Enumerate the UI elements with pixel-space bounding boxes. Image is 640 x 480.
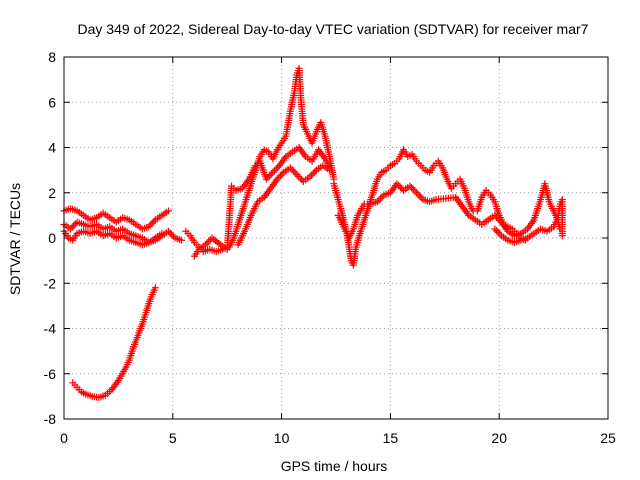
data-point bbox=[413, 189, 421, 197]
data-point bbox=[492, 213, 500, 221]
axis-ticks: 0 5 10 15 20 25 -8 -6 -4 -2 0 2 4 6 8 bbox=[44, 49, 616, 446]
data-point bbox=[293, 171, 301, 179]
data-point bbox=[492, 227, 500, 235]
data-point bbox=[264, 173, 272, 181]
y-tick-label: 8 bbox=[48, 49, 56, 65]
data-point bbox=[375, 196, 383, 204]
data-point bbox=[166, 229, 174, 237]
data-point bbox=[205, 237, 213, 245]
x-tick-label: 20 bbox=[491, 430, 507, 446]
y-tick-label: -8 bbox=[44, 411, 57, 427]
y-tick-label: -6 bbox=[44, 366, 57, 382]
data-point bbox=[378, 193, 386, 201]
data-point bbox=[68, 223, 76, 231]
data-point bbox=[146, 221, 154, 229]
data-point bbox=[272, 165, 280, 173]
plot-frame bbox=[63, 56, 609, 420]
data-point bbox=[273, 175, 281, 183]
data-point bbox=[169, 232, 177, 240]
data-point bbox=[148, 219, 156, 227]
x-tick-label: 15 bbox=[383, 430, 399, 446]
x-axis-label: GPS time / hours bbox=[281, 458, 388, 474]
data-point bbox=[408, 184, 416, 192]
data-point bbox=[288, 166, 296, 174]
y-tick-label: 2 bbox=[48, 185, 56, 201]
data-point bbox=[286, 164, 294, 172]
data-point bbox=[306, 173, 314, 181]
data-point bbox=[70, 222, 78, 230]
data-series bbox=[60, 64, 566, 402]
data-point bbox=[296, 174, 304, 182]
data-point bbox=[393, 180, 401, 188]
data-point bbox=[290, 167, 298, 175]
data-point bbox=[396, 183, 404, 191]
x-tick-label: 25 bbox=[600, 430, 616, 446]
data-point bbox=[491, 211, 499, 219]
data-point bbox=[558, 232, 566, 240]
data-point bbox=[151, 284, 159, 292]
data-point bbox=[373, 198, 381, 206]
data-point bbox=[164, 207, 172, 215]
data-point bbox=[294, 172, 302, 180]
data-point bbox=[417, 194, 425, 202]
data-point bbox=[269, 168, 277, 176]
x-tick-label: 0 bbox=[60, 430, 68, 446]
data-point bbox=[325, 166, 333, 174]
data-point bbox=[494, 215, 502, 223]
data-point bbox=[309, 170, 317, 178]
data-point bbox=[266, 172, 274, 180]
data-point bbox=[168, 231, 176, 239]
data-point bbox=[71, 220, 79, 228]
data-point bbox=[203, 239, 211, 247]
data-point bbox=[201, 241, 209, 249]
data-point bbox=[274, 163, 282, 171]
y-tick-label: -4 bbox=[44, 321, 57, 337]
y-tick-label: -2 bbox=[44, 275, 57, 291]
data-point bbox=[377, 194, 385, 202]
y-tick-label: 4 bbox=[48, 140, 56, 156]
data-point bbox=[496, 216, 504, 224]
data-point bbox=[416, 192, 424, 200]
data-point bbox=[277, 172, 285, 180]
data-point bbox=[411, 187, 419, 195]
data-point bbox=[496, 230, 504, 238]
data-point bbox=[291, 169, 299, 177]
data-point bbox=[278, 170, 286, 178]
data-point bbox=[308, 171, 316, 179]
data-point bbox=[491, 225, 499, 233]
data-point bbox=[414, 190, 422, 198]
data-point bbox=[150, 218, 158, 226]
y-tick-label: 0 bbox=[48, 230, 56, 246]
data-point bbox=[409, 185, 417, 193]
data-point bbox=[275, 173, 283, 181]
chart-title: Day 349 of 2022, Sidereal Day-to-day VTE… bbox=[78, 21, 589, 37]
data-point bbox=[406, 182, 414, 190]
x-tick-label: 5 bbox=[169, 430, 177, 446]
data-point bbox=[145, 223, 153, 231]
data-point bbox=[395, 181, 403, 189]
data-point bbox=[271, 167, 279, 175]
data-point bbox=[164, 227, 172, 235]
y-axis-label: SDTVAR / TECUs bbox=[7, 183, 23, 295]
data-point bbox=[158, 229, 166, 237]
data-point bbox=[67, 225, 75, 233]
data-point bbox=[311, 168, 319, 176]
data-point bbox=[178, 236, 186, 244]
y-tick-label: 6 bbox=[48, 94, 56, 110]
data-point bbox=[494, 228, 502, 236]
data-point bbox=[267, 170, 275, 178]
data-point bbox=[262, 175, 270, 183]
x-tick-label: 10 bbox=[274, 430, 290, 446]
